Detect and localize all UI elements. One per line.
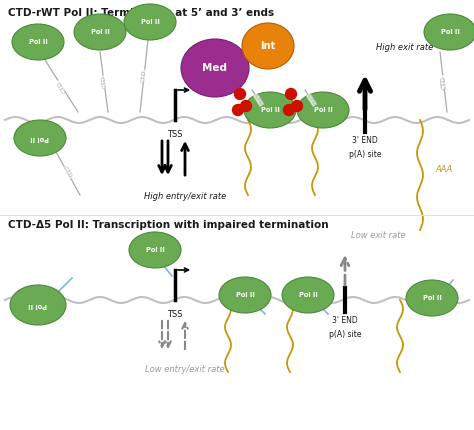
Ellipse shape	[129, 232, 181, 268]
Text: CTD: CTD	[253, 93, 264, 107]
Text: High entry/exit rate: High entry/exit rate	[144, 192, 226, 201]
Text: Pol II: Pol II	[314, 107, 332, 113]
Text: CTD: CTD	[141, 69, 147, 83]
Text: Med: Med	[202, 63, 228, 73]
Text: Pol II: Pol II	[440, 29, 459, 35]
Circle shape	[235, 89, 246, 99]
Text: p(A) site: p(A) site	[349, 150, 381, 159]
Circle shape	[233, 104, 244, 116]
Ellipse shape	[424, 14, 474, 50]
Text: CTD: CTD	[62, 166, 73, 179]
Ellipse shape	[74, 14, 126, 50]
Text: 3' END: 3' END	[352, 136, 378, 145]
Text: Pol II: Pol II	[299, 292, 318, 298]
Circle shape	[292, 101, 302, 111]
Text: Pol II: Pol II	[28, 302, 47, 308]
Ellipse shape	[406, 280, 458, 316]
Text: Pol II: Pol II	[28, 39, 47, 45]
Text: AAA: AAA	[435, 166, 452, 175]
Circle shape	[285, 89, 297, 99]
Text: CTD-rWT Pol II: Termination at 5’ and 3’ ends: CTD-rWT Pol II: Termination at 5’ and 3’…	[8, 8, 274, 18]
Text: CTD: CTD	[306, 93, 317, 107]
Ellipse shape	[219, 277, 271, 313]
Ellipse shape	[124, 4, 176, 40]
Ellipse shape	[181, 39, 249, 97]
Ellipse shape	[14, 120, 66, 156]
Text: CTD-Δ5 Pol II: Transcription with impaired termination: CTD-Δ5 Pol II: Transcription with impair…	[8, 220, 328, 230]
Text: High exit rate: High exit rate	[376, 43, 434, 52]
Text: p(A) site: p(A) site	[329, 330, 361, 339]
Text: Low entry/exit rate: Low entry/exit rate	[145, 365, 225, 374]
Ellipse shape	[244, 92, 296, 128]
Circle shape	[240, 101, 252, 111]
Text: CTD: CTD	[56, 79, 67, 93]
Text: 3' END: 3' END	[332, 316, 358, 325]
Text: Low exit rate: Low exit rate	[351, 230, 405, 240]
Text: CTD: CTD	[440, 75, 447, 89]
Text: Int: Int	[260, 41, 275, 51]
Ellipse shape	[10, 285, 66, 325]
Ellipse shape	[297, 92, 349, 128]
Ellipse shape	[242, 23, 294, 69]
Text: Pol II: Pol II	[422, 295, 441, 301]
Text: Pol II: Pol II	[91, 29, 109, 35]
Text: Pol II: Pol II	[30, 135, 49, 141]
Ellipse shape	[12, 24, 64, 60]
Text: Pol II: Pol II	[236, 292, 255, 298]
Text: Pol II: Pol II	[146, 247, 164, 253]
Text: TSS: TSS	[167, 310, 183, 319]
Text: Pol II: Pol II	[261, 107, 280, 113]
Circle shape	[283, 104, 294, 116]
Text: TSS: TSS	[167, 130, 183, 139]
Text: CTD: CTD	[100, 75, 107, 89]
Text: Pol II: Pol II	[141, 19, 159, 25]
Ellipse shape	[282, 277, 334, 313]
